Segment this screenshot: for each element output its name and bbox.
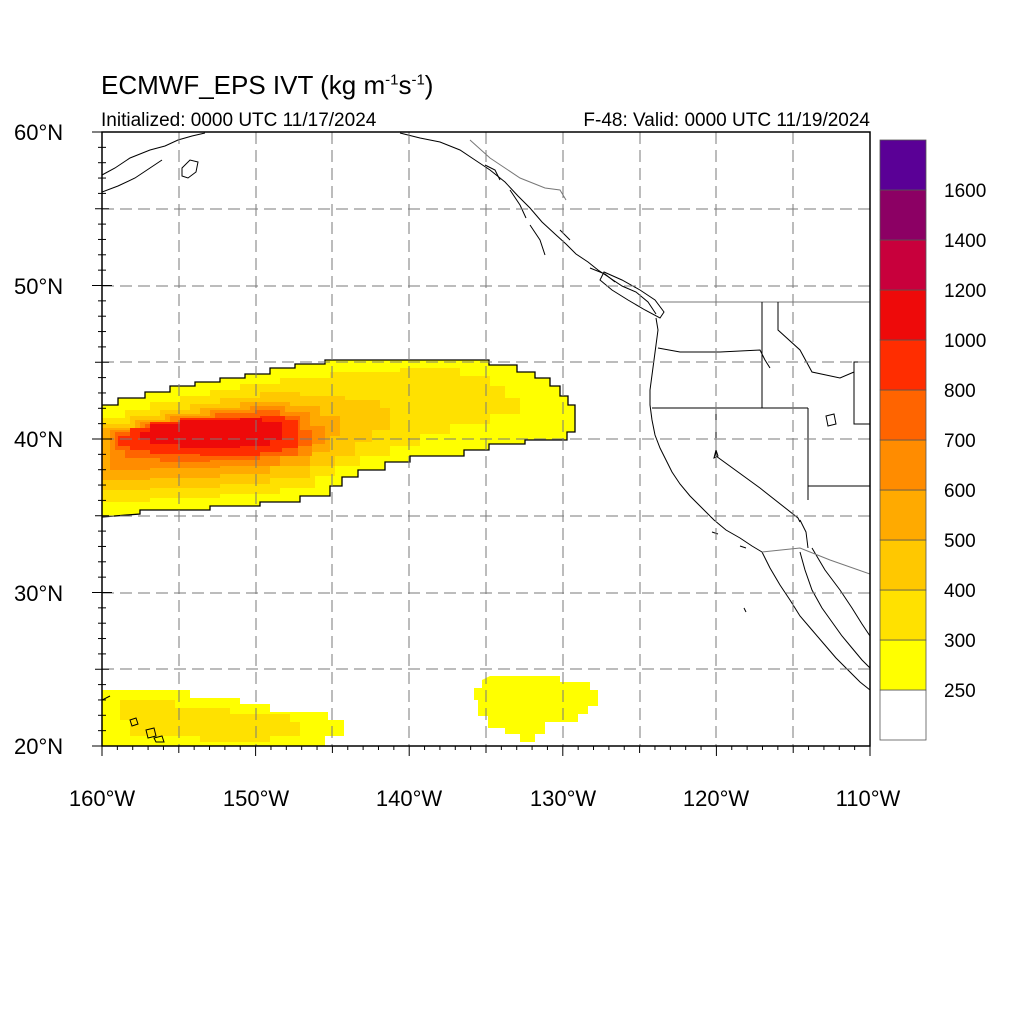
map-title: ECMWF_EPS IVT (kg m-1s-1) — [101, 70, 434, 100]
colorbar-swatch — [879, 439, 927, 491]
lon-label-130w: 130°W — [530, 786, 597, 811]
idaho-east-border — [777, 302, 870, 379]
alaska-gulf-coast — [399, 132, 657, 315]
lat-label-60: 60°N — [14, 120, 63, 145]
colorbar-labels: 250 300 400 500 600 700 800 1000 1200 1400 1600 — [944, 181, 986, 702]
colorbar-swatch — [879, 239, 927, 291]
colorbar-swatch — [879, 589, 927, 641]
channel-islands — [711, 531, 747, 613]
colorbar-label: 1200 — [944, 281, 986, 302]
valid-time-label: F-48: Valid: 0000 UTC 11/19/2024 — [583, 110, 870, 131]
colorbar-swatch — [879, 689, 927, 741]
colorbar-label: 700 — [944, 431, 976, 452]
lon-label-160w: 160°W — [69, 786, 136, 811]
ivt-blob-southwest-inner — [120, 700, 300, 742]
colorbar-label: 250 — [944, 681, 976, 702]
us-mexico-border — [761, 547, 870, 575]
colorbar-swatch — [879, 289, 927, 341]
hawaii-islands — [102, 695, 165, 743]
wa-or-border — [657, 347, 771, 369]
colorbar-label: 1000 — [944, 331, 986, 352]
graticule — [102, 132, 870, 746]
alaska-coast — [102, 132, 206, 193]
colorbar-label: 300 — [944, 631, 976, 652]
colorbar-label: 600 — [944, 481, 976, 502]
lat-label-20: 20°N — [14, 734, 63, 759]
axis-labels: 60°N 50°N 40°N 30°N 20°N 160°W 150°W 140… — [14, 120, 901, 811]
ca-nv-border — [715, 408, 801, 523]
colorbar-swatch — [879, 189, 927, 241]
ivt-plume-1000 — [140, 418, 282, 448]
initialized-label: Initialized: 0000 UTC 11/17/2024 — [101, 110, 377, 131]
baja-gulf-coast — [799, 551, 870, 669]
us-west-coast — [649, 317, 763, 553]
colorbar-swatch — [879, 389, 927, 441]
colorbar — [879, 139, 927, 741]
colorbar-label: 500 — [944, 531, 976, 552]
lat-label-50: 50°N — [14, 274, 63, 299]
colorbar-swatch — [879, 489, 927, 541]
great-salt-lake — [825, 413, 837, 427]
colorbar-label: 800 — [944, 381, 976, 402]
ivt-blob-central — [474, 676, 598, 742]
ut-co-border — [853, 362, 870, 425]
mexico-mainland — [811, 547, 870, 637]
kodiak-island — [181, 159, 199, 179]
canada-inner-border — [469, 139, 567, 201]
lon-label-110w: 110°W — [836, 786, 901, 811]
lat-label-30: 30°N — [14, 581, 63, 606]
baja-coast — [761, 551, 870, 691]
sea-of-cortez-top — [799, 519, 809, 549]
colorbar-swatch — [879, 539, 927, 591]
lat-label-40: 40°N — [14, 427, 63, 452]
coastlines — [102, 132, 870, 743]
colorbar-swatch — [879, 139, 927, 191]
colorbar-swatch — [879, 639, 927, 691]
lon-label-150w: 150°W — [223, 786, 290, 811]
ivt-shading — [102, 359, 598, 746]
vancouver-island — [599, 271, 665, 319]
axis-ticks — [92, 131, 871, 756]
lon-label-120w: 120°W — [683, 786, 750, 811]
colorbar-label: 1400 — [944, 231, 986, 252]
lon-label-140w: 140°W — [376, 786, 443, 811]
colorbar-label: 1600 — [944, 181, 986, 202]
colorbar-label: 400 — [944, 581, 976, 602]
ivt-contour-250 — [102, 359, 576, 518]
colorbar-swatch — [879, 339, 927, 391]
alaska-islands — [484, 164, 616, 283]
